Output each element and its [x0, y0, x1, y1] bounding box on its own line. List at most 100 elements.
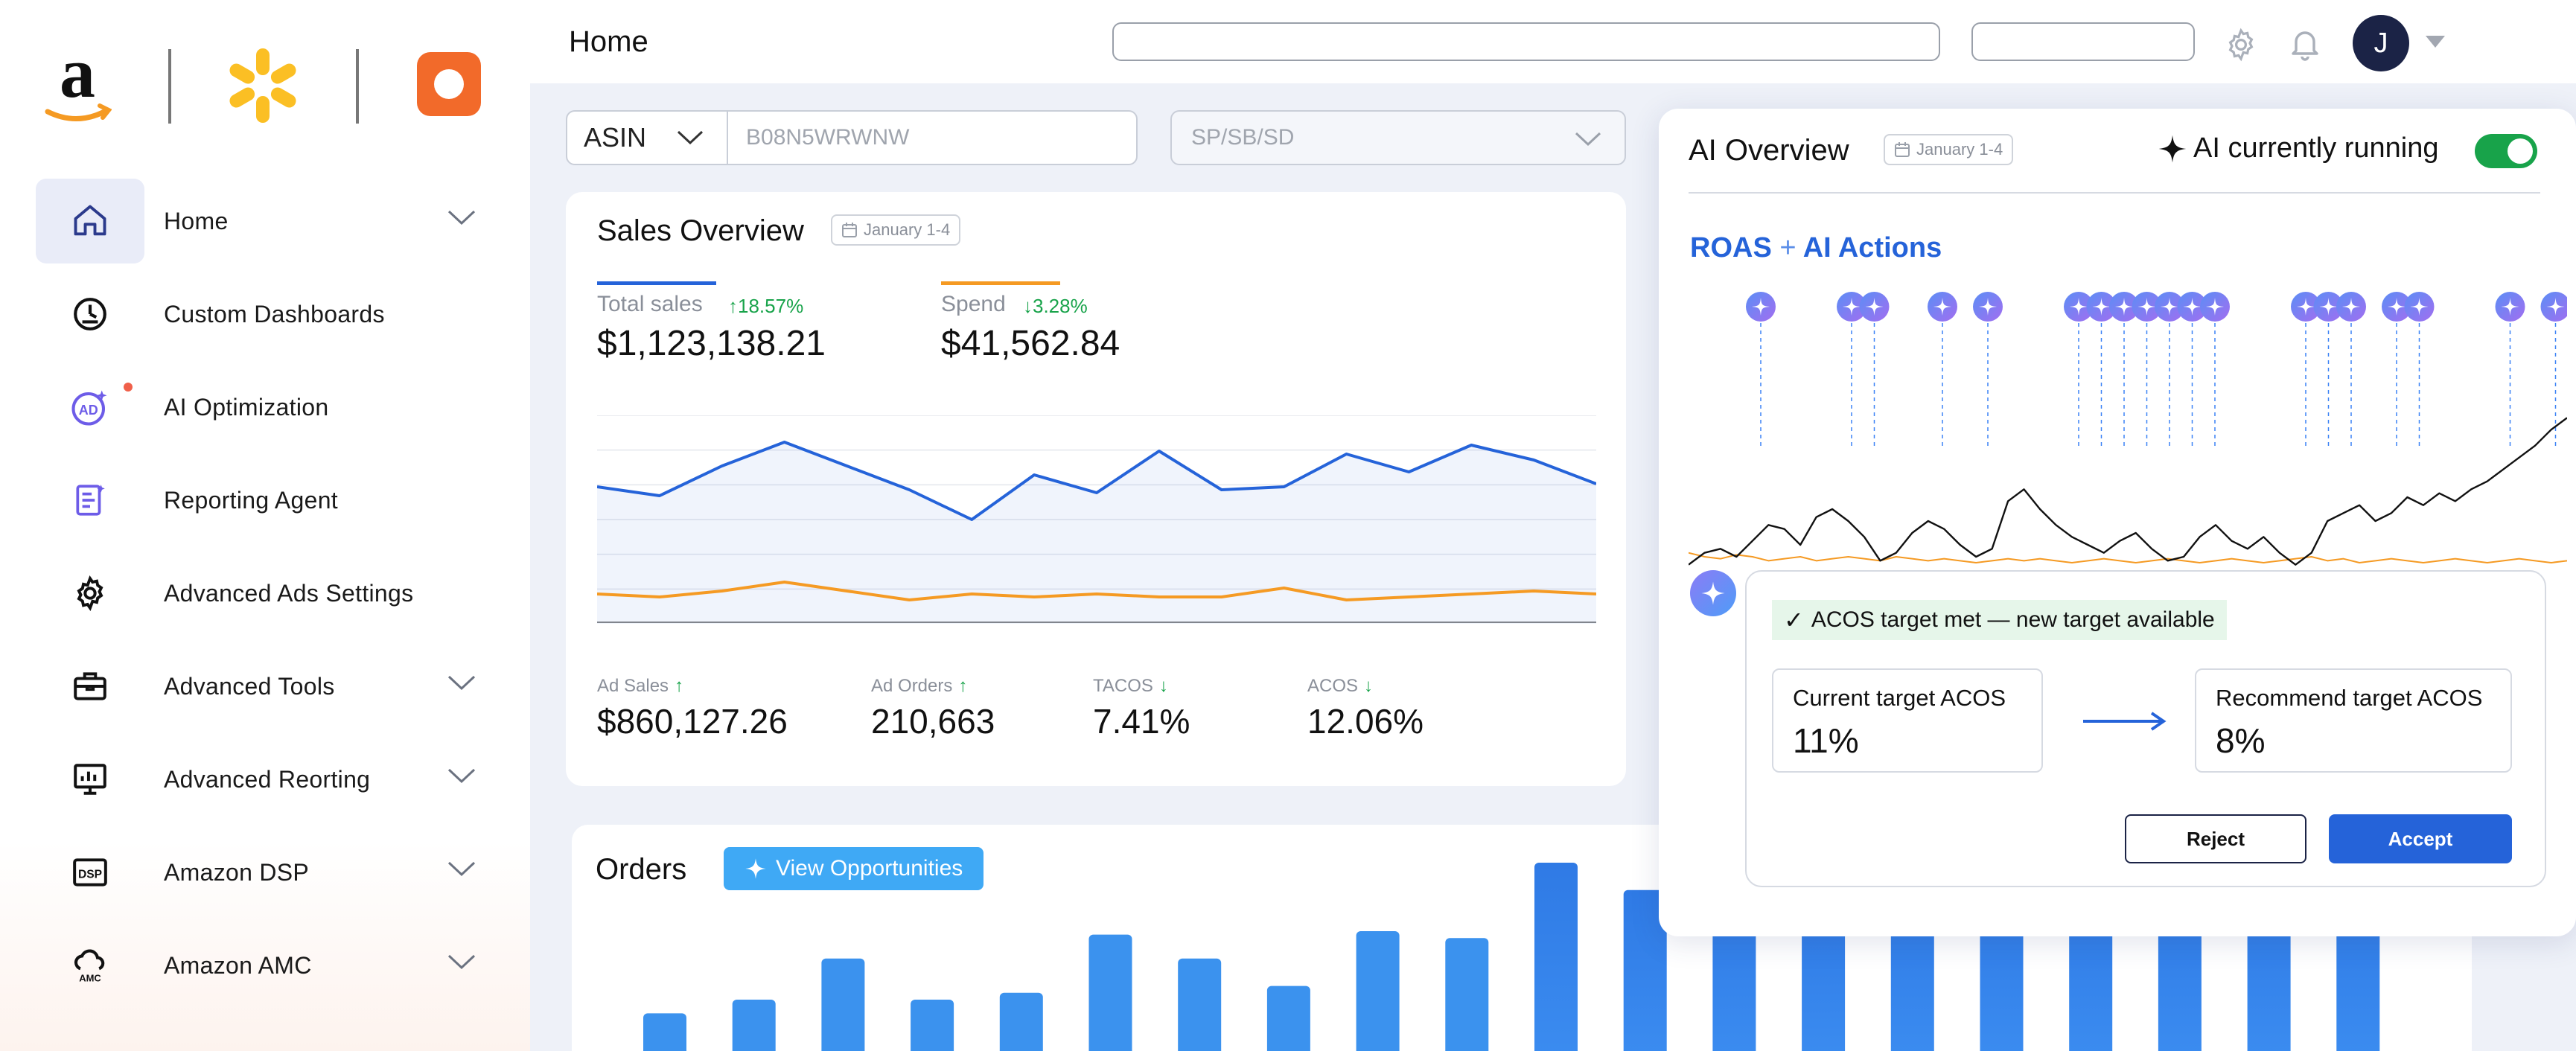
- metric-label: Ad Orders ↑: [871, 676, 995, 697]
- order-bar: [1266, 985, 1310, 1051]
- ai-running-toggle[interactable]: [2475, 134, 2537, 168]
- sidebar-item-amazon-dsp[interactable]: DSP Amazon DSP: [36, 830, 482, 915]
- sidebar-item-home[interactable]: Home: [36, 179, 482, 263]
- acos-target-badge-text: ACOS target met — new target available: [1811, 607, 2215, 632]
- sales-overview-title: Sales Overview: [597, 214, 804, 247]
- metric-ad-sales: Ad Sales ↑ $860,127.26: [597, 676, 788, 741]
- bell-icon[interactable]: [2287, 25, 2323, 66]
- check-icon: ✓: [1784, 607, 1804, 633]
- series-line-acos: [1689, 552, 2567, 563]
- notification-dot: [124, 383, 133, 392]
- chevron-down-icon: [1575, 132, 1601, 147]
- ai-action-marker: [2132, 292, 2162, 322]
- ai-action-marker: [2540, 292, 2567, 322]
- ai-action-marker: [2086, 292, 2117, 322]
- metric-acos: ACOS ↓ 12.06%: [1307, 676, 1424, 741]
- metric-label: Ad Sales ↑: [597, 676, 788, 697]
- ad-type-select[interactable]: SP/SB/SD: [1170, 110, 1626, 165]
- sidebar-item-label: Advanced Reorting: [164, 765, 371, 793]
- order-bar: [911, 1000, 954, 1051]
- metric-ad-orders: Ad Orders ↑ 210,663: [871, 676, 995, 741]
- report-document-icon: [36, 458, 144, 543]
- settings-gear-icon[interactable]: [2223, 27, 2259, 66]
- chevron-down-icon[interactable]: [447, 953, 476, 972]
- sidebar-item-advanced-ads-settings[interactable]: Advanced Ads Settings: [36, 551, 482, 636]
- reject-button[interactable]: Reject: [2125, 814, 2306, 863]
- current-target-box: Current target ACOS 11%: [1772, 668, 2043, 773]
- chevron-down-icon[interactable]: [447, 674, 476, 693]
- gear-icon: [36, 551, 144, 636]
- series-line-spend: [597, 581, 1596, 601]
- order-bar: [1534, 863, 1578, 1051]
- total-sales-change: ↑18.57%: [728, 295, 803, 318]
- metric-value: 7.41%: [1093, 702, 1190, 741]
- walmart-logo[interactable]: [223, 46, 302, 129]
- sidebar-item-reporting-agent[interactable]: Reporting Agent: [36, 458, 482, 543]
- svg-text:a: a: [60, 45, 95, 112]
- sidebar-item-label: Amazon AMC: [164, 951, 312, 979]
- search-input[interactable]: [1112, 22, 1940, 61]
- sales-date-label: January 1-4: [864, 220, 951, 239]
- sidebar-item-advanced-reorting[interactable]: Advanced Reorting: [36, 737, 482, 822]
- total-sales-value: $1,123,138.21: [597, 324, 826, 363]
- ai-action-marker: [2064, 292, 2094, 322]
- view-opportunities-button[interactable]: View Opportunities: [724, 847, 984, 890]
- chevron-down-icon[interactable]: [447, 208, 476, 228]
- filter-type-select[interactable]: ASIN: [567, 112, 728, 164]
- accept-button[interactable]: Accept: [2329, 814, 2512, 863]
- page-title: Home: [569, 25, 648, 58]
- sidebar-item-label: Custom Dashboards: [164, 300, 385, 328]
- order-bar: [1088, 934, 1132, 1051]
- roas-chart-title: ROAS + AI Actions: [1690, 232, 1942, 264]
- dashboard-gauge-icon: [36, 272, 144, 357]
- chevron-down-icon[interactable]: [447, 767, 476, 786]
- sidebar-item-custom-dashboards[interactable]: Custom Dashboards: [36, 272, 482, 357]
- ai-overview-panel: AI Overview January 1-4 AI currently run…: [1659, 109, 2576, 936]
- sidebar-item-label: Advanced Tools: [164, 672, 335, 700]
- order-bar: [821, 958, 865, 1051]
- sidebar-item-amazon-amc[interactable]: AMC Amazon AMC: [36, 923, 482, 1008]
- sidebar-item-advanced-tools[interactable]: Advanced Tools: [36, 644, 482, 729]
- amc-cloud-icon: AMC: [36, 923, 144, 1008]
- plus-label: +: [1779, 232, 1796, 263]
- sparkle-icon: [1701, 581, 1725, 605]
- recommended-target-value: 8%: [2216, 721, 2266, 760]
- metric-label-text: Ad Sales: [597, 676, 669, 696]
- sparkle-icon: [2158, 135, 2187, 162]
- metric-label: ACOS ↓: [1307, 676, 1424, 697]
- sales-overview-chart: [597, 415, 1596, 624]
- total-sales-change-value: 18.57%: [738, 295, 804, 317]
- order-bar: [1178, 958, 1222, 1051]
- user-avatar[interactable]: J: [2353, 15, 2409, 71]
- ai-action-marker: [2155, 292, 2184, 322]
- filter-type-label: ASIN: [584, 122, 647, 153]
- metric-value: $860,127.26: [597, 702, 788, 741]
- ai-action-marker: [2382, 292, 2411, 322]
- arrow-up-icon: ↑: [675, 676, 684, 696]
- asin-input[interactable]: B08N5WRWNW: [746, 125, 910, 150]
- series-line-total-sales: [597, 441, 1596, 521]
- spend-value: $41,562.84: [941, 324, 1120, 363]
- order-bar: [732, 1000, 776, 1051]
- amazon-logo[interactable]: a: [43, 33, 112, 130]
- svg-text:DSP: DSP: [78, 868, 102, 881]
- ai-date-chip[interactable]: January 1-4: [1884, 134, 2014, 165]
- metric-value: 210,663: [871, 702, 995, 741]
- total-sales-legend-line: [597, 281, 716, 285]
- ai-action-marker: [2313, 292, 2344, 322]
- ai-status: AI currently running: [2158, 132, 2439, 164]
- current-target-value: 11%: [1793, 721, 1859, 760]
- account-select[interactable]: [1971, 22, 2195, 61]
- toolbox-icon: [36, 644, 144, 729]
- arrow-up-icon: ↑: [958, 676, 968, 696]
- sales-date-chip[interactable]: January 1-4: [831, 214, 961, 246]
- ai-action-marker: [2336, 292, 2366, 322]
- chevron-down-icon[interactable]: [447, 860, 476, 879]
- sidebar-item-ai-optimization[interactable]: AD AI Optimization: [36, 365, 482, 450]
- ai-action-marker: [2495, 292, 2525, 322]
- metric-value: 12.06%: [1307, 702, 1424, 741]
- caret-down-icon[interactable]: [2426, 36, 2445, 53]
- instacart-logo[interactable]: [417, 52, 481, 120]
- brand-divider: [168, 49, 171, 124]
- ai-action-marker: [1837, 292, 1866, 322]
